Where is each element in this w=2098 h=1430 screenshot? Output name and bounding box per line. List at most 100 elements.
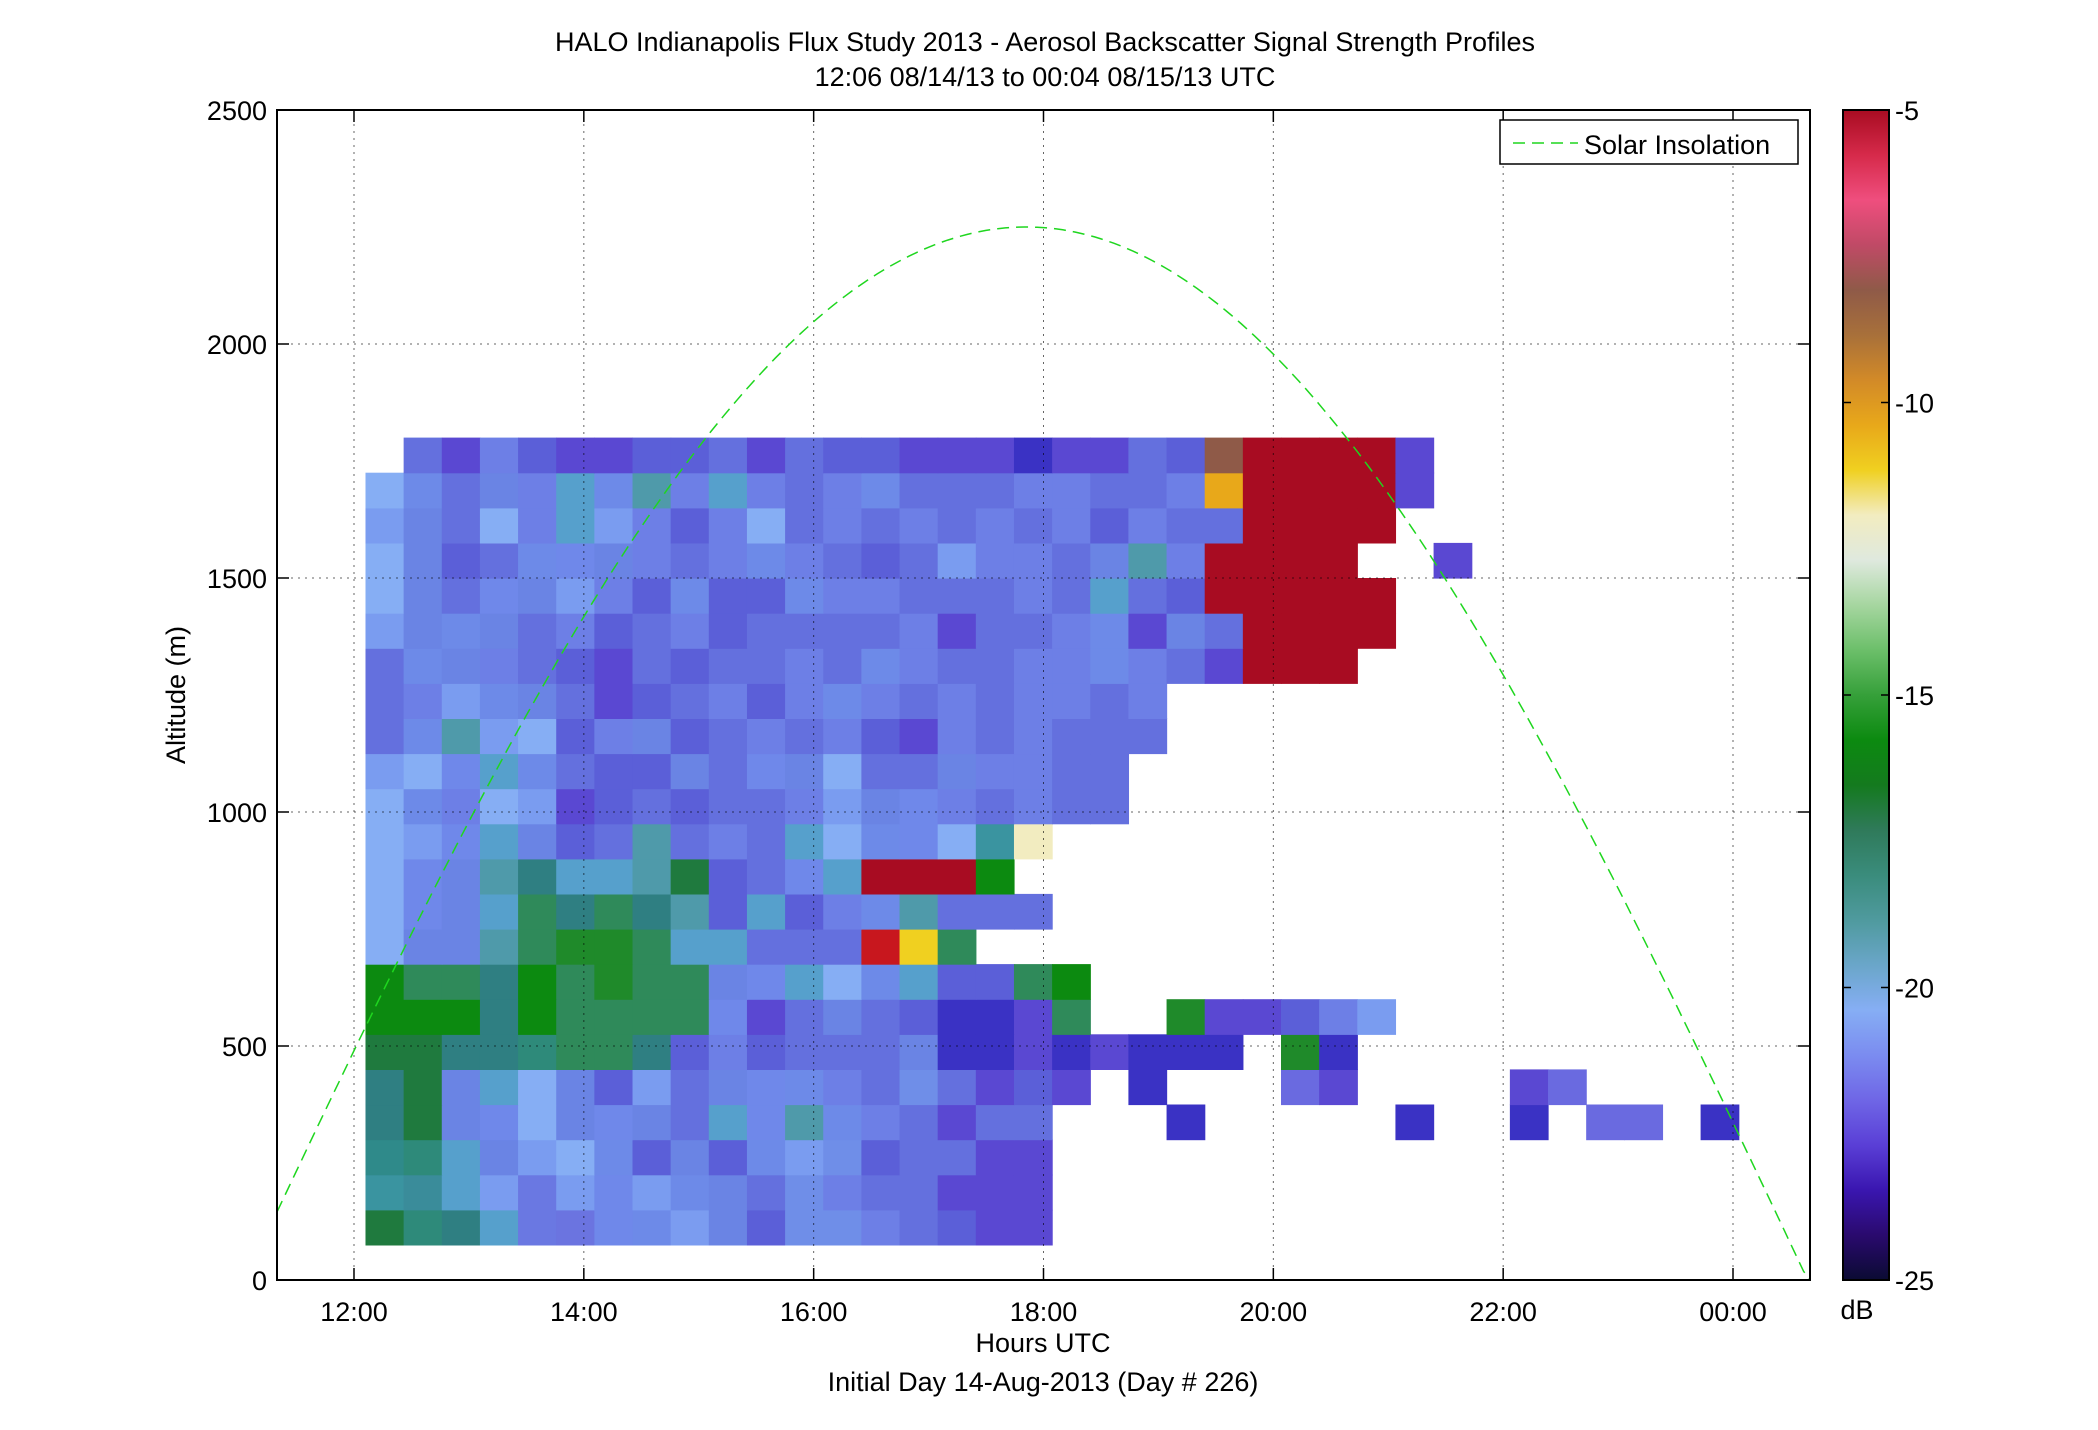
heatmap-cell (403, 648, 443, 684)
heatmap-cell (823, 858, 862, 895)
heatmap-cell (1319, 472, 1358, 509)
heatmap-cell (403, 999, 443, 1035)
heatmap-cell (479, 507, 519, 544)
heatmap-cell (1052, 753, 1091, 790)
heatmap-cells (365, 437, 1740, 1246)
heatmap-cell (937, 964, 977, 1000)
heatmap-cell (1319, 1034, 1358, 1070)
heatmap-cell (1013, 1209, 1053, 1246)
heatmap-cell (670, 999, 710, 1035)
heatmap-cell (708, 999, 748, 1035)
heatmap-cell (594, 683, 634, 719)
heatmap-cell (1433, 542, 1473, 579)
heatmap-cell (975, 578, 1015, 614)
heatmap-cell (1242, 613, 1282, 649)
heatmap-cell (518, 893, 557, 930)
heatmap-cell (975, 1104, 1015, 1141)
heatmap-cell (632, 437, 672, 474)
heatmap-cell (708, 1174, 748, 1211)
heatmap-cell (479, 578, 519, 614)
heatmap-cell (479, 964, 519, 1000)
heatmap-cell (365, 858, 405, 895)
heatmap-cell (746, 823, 786, 860)
heatmap-cell (1128, 718, 1168, 755)
heatmap-cell (594, 929, 634, 965)
heatmap-cell (823, 964, 862, 1000)
heatmap-cell (1319, 542, 1358, 579)
heatmap-cell (403, 1139, 443, 1176)
heatmap-cell (899, 1209, 939, 1246)
heatmap-cell (594, 858, 634, 895)
heatmap-cell (1281, 613, 1320, 649)
heatmap-cell (746, 507, 786, 544)
heatmap-cell (708, 929, 748, 965)
heatmap-cell (1013, 437, 1053, 474)
heatmap-cell (556, 683, 595, 719)
colorbar-ticks: -5 -10 -15 -20 -25 (1843, 96, 1934, 1296)
heatmap-cell (746, 683, 786, 719)
heatmap-cell (479, 613, 519, 649)
heatmap-cell (403, 858, 443, 895)
heatmap-cell (670, 507, 710, 544)
heatmap-cell (1090, 683, 1130, 719)
heatmap-cell (899, 1034, 939, 1070)
heatmap-cell (518, 507, 557, 544)
heatmap-cell (1204, 999, 1244, 1035)
heatmap-cell (632, 613, 672, 649)
x-tick-label: 12:00 (320, 1297, 388, 1327)
heatmap-cell (556, 858, 595, 895)
heatmap-cell (1128, 613, 1168, 649)
heatmap-cell (1128, 1034, 1168, 1070)
heatmap-cell (1281, 1069, 1320, 1106)
heatmap-cell (1013, 788, 1053, 825)
heatmap-cell (708, 718, 748, 755)
heatmap-cell (365, 823, 405, 860)
heatmap-cell (1090, 718, 1130, 755)
heatmap-cell (746, 648, 786, 684)
heatmap-cell (594, 648, 634, 684)
colorbar-tick-label: -25 (1895, 1266, 1934, 1296)
heatmap-cell (441, 1139, 481, 1176)
heatmap-cell (518, 1104, 557, 1141)
heatmap-cell (937, 648, 977, 684)
heatmap-cell (975, 1034, 1015, 1070)
heatmap-cell (899, 578, 939, 614)
heatmap-cell (518, 1139, 557, 1176)
heatmap-cell (823, 893, 862, 930)
heatmap-cell (785, 542, 824, 579)
heatmap-cell (899, 753, 939, 790)
colorbar-tick-label: -10 (1895, 389, 1934, 419)
heatmap-cell (975, 858, 1015, 895)
colorbar-tick-label: -5 (1895, 96, 1919, 126)
heatmap-cell (365, 718, 405, 755)
heatmap-cell (746, 964, 786, 1000)
heatmap-cell (365, 788, 405, 825)
heatmap-cell (632, 648, 672, 684)
heatmap-cell (670, 718, 710, 755)
heatmap-cell (441, 507, 481, 544)
heatmap-cell (937, 507, 977, 544)
heatmap-cell (1128, 578, 1168, 614)
heatmap-cell (403, 613, 443, 649)
heatmap-cell (365, 964, 405, 1000)
heatmap-cell (632, 507, 672, 544)
x-tick-label: 14:00 (550, 1297, 618, 1327)
heatmap-cell (899, 858, 939, 895)
heatmap-cell (441, 788, 481, 825)
heatmap-cell (746, 542, 786, 579)
heatmap-cell (1319, 648, 1358, 684)
heatmap-cell (365, 542, 405, 579)
heatmap-cell (1357, 437, 1397, 474)
heatmap-cell (1090, 788, 1130, 825)
heatmap-cell (594, 964, 634, 1000)
heatmap-cell (670, 929, 710, 965)
heatmap-cell (632, 1209, 672, 1246)
heatmap-cell (1128, 1069, 1168, 1106)
heatmap-cell (365, 507, 405, 544)
heatmap-cell (1090, 753, 1130, 790)
heatmap-cell (1052, 1069, 1091, 1106)
heatmap-cell (518, 1174, 557, 1211)
heatmap-cell (518, 753, 557, 790)
heatmap-cell (899, 893, 939, 930)
heatmap-cell (937, 718, 977, 755)
